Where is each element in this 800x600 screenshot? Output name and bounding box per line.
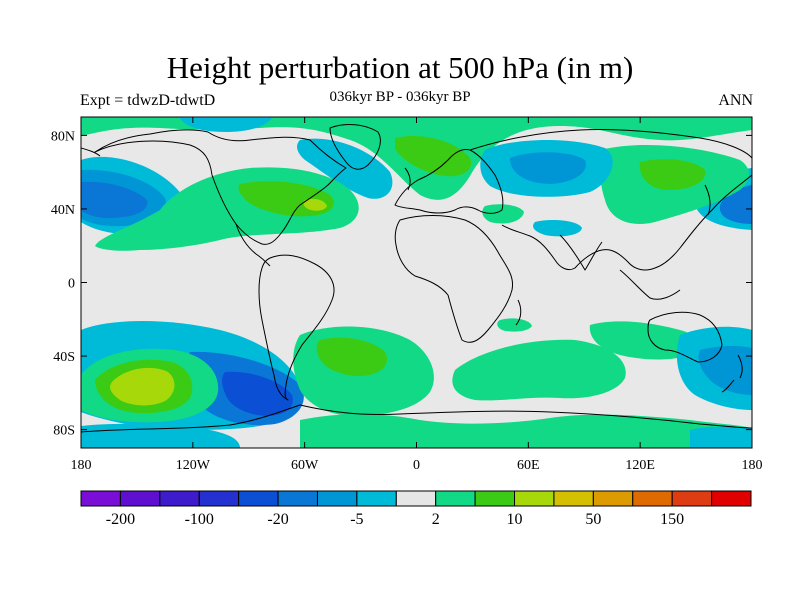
colorbar-label: -20 [267,511,288,528]
lon-tick-label: 60W [291,458,319,473]
coastline-southeast-asia [619,269,681,300]
contour-southern-africa-blob [497,318,532,332]
lat-tick-label: 80S [53,424,75,439]
coastline-japan [704,184,711,216]
map-subtitle: 036kyr BP - 036kyr BP [329,89,471,105]
lon-tick-label: 0 [413,458,420,473]
map-axes: 80N 40N 0 40S 80S 180 120W 60W 0 60E 120E 180 [51,117,763,473]
contour-north-pacific-east-core [719,185,752,224]
coastlines [81,124,752,433]
colorbar-label: 150 [660,511,684,528]
contour-antarctic-blue [690,426,752,448]
lat-tick-label: 40S [53,350,75,365]
coastline-alaska-islands [81,147,101,157]
lat-tick-label: 0 [68,277,75,292]
contour-mideast-green [482,204,524,224]
contour-south-indian-green [589,321,699,360]
coastline-new-zealand [721,354,743,393]
colorbar-swatch [711,490,752,507]
contour-south-pacific-darkblue [222,371,293,416]
contour-arabia-blob [533,220,582,237]
colorbar-swatch [435,490,476,507]
colorbar-swatch [119,490,161,507]
contour-siberia-low-core [510,152,586,184]
contour-arctic-band-2 [180,118,272,132]
contour-north-america-peak [303,198,327,211]
lon-tick-label: 60E [517,458,540,473]
contour-fields [81,117,752,448]
contour-south-atlantic-core [316,337,388,377]
colorbar-swatch [553,490,594,507]
coastline-madagascar [515,299,522,326]
lat-tick-label: 80N [51,129,75,144]
colorbar: -200 -100 -20 -5 2 10 50 150 [80,490,752,528]
contour-asia-green-core [639,159,706,190]
colorbar-label: 2 [432,511,440,528]
coastline-uk [404,167,411,191]
coastline-india [559,234,603,271]
lat-tick-label: 40N [51,203,75,218]
contour-southern-ocean-belt [300,414,752,448]
contour-eurasia-high [395,136,472,177]
contour-north-pacific-core [81,181,148,218]
colorbar-swatch [316,490,358,507]
coastline-asia [469,128,752,271]
colorbar-swatch [238,490,279,507]
coastline-antarctica [81,404,752,433]
colorbar-swatch [198,490,240,507]
lon-tick-label: 120W [176,458,211,473]
colorbar-swatch [80,490,121,507]
contour-south-pacific-peak [110,367,175,406]
coastline-africa [394,215,514,343]
season-label: ANN [718,92,753,109]
lon-tick-label: 180 [71,458,92,473]
colorbar-swatch [514,490,555,507]
contour-indian-ocean-green [452,339,626,401]
colorbar-swatch [671,490,713,507]
map-title: Height perturbation at 500 hPa (in m) [166,50,634,85]
colorbar-label: 10 [507,511,523,528]
colorbar-swatch [632,490,673,507]
colorbar-swatch [395,490,437,507]
colorbar-swatch [592,490,634,507]
colorbar-label: -100 [185,511,214,528]
colorbar-label: 50 [585,511,601,528]
colorbar-swatch [159,490,200,507]
experiment-label: Expt = tdwzD-tdwtD [80,92,216,109]
lon-tick-label: 120E [625,458,655,473]
coastline-greenland [329,124,381,170]
colorbar-swatch [277,490,318,507]
coastline-australia [647,311,723,363]
lon-tick-label: 180 [742,458,763,473]
coastline-central-america [235,223,271,267]
coastline-south-america [258,254,335,401]
colorbar-swatch [356,490,397,507]
coastline-europe [394,149,504,214]
colorbar-label: -5 [350,511,363,528]
colorbar-swatch [474,490,516,507]
colorbar-label: -200 [106,511,135,528]
coastline-north-america [94,129,347,245]
